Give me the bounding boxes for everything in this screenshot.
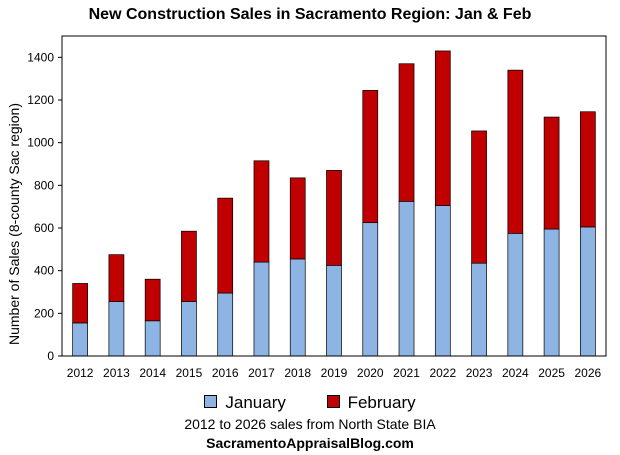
x-tick-label: 2019 <box>321 366 348 380</box>
x-tick-label: 2015 <box>176 366 203 380</box>
x-tick-label: 2025 <box>538 366 565 380</box>
y-tick-label: 200 <box>34 306 54 320</box>
bar-january-2015 <box>181 301 197 357</box>
bar-january-2016 <box>217 292 234 357</box>
legend-item-february: February <box>326 393 416 413</box>
source-note: 2012 to 2026 sales from North State BIA <box>184 416 436 432</box>
bar-february-2019 <box>326 170 342 266</box>
x-tick-label: 2017 <box>248 366 275 380</box>
bar-january-2022 <box>434 205 451 357</box>
legend-label-february: February <box>347 393 416 412</box>
y-axis-label: Number of Sales (8-county Sac region) <box>6 103 22 345</box>
bar-january-2025 <box>543 228 560 357</box>
y-tick-label: 1200 <box>27 93 54 107</box>
bar-february-2017 <box>253 160 270 263</box>
bar-february-2020 <box>362 90 379 224</box>
bar-january-2023 <box>471 262 487 357</box>
legend-item-january: January <box>204 393 286 413</box>
chart-title: New Construction Sales in Sacramento Reg… <box>88 6 532 23</box>
x-tick-label: 2016 <box>212 366 239 380</box>
bar-february-2025 <box>543 116 560 230</box>
bar-january-2018 <box>289 258 306 357</box>
bar-february-2022 <box>434 50 451 206</box>
bar-february-2015 <box>181 230 197 302</box>
bar-january-2014 <box>144 320 161 357</box>
bar-february-2016 <box>217 197 234 294</box>
y-tick-label: 1400 <box>27 50 54 64</box>
bar-february-2021 <box>398 63 415 202</box>
bar-january-2024 <box>507 232 524 357</box>
bar-february-2018 <box>289 177 306 260</box>
x-tick-label: 2020 <box>357 366 384 380</box>
x-tick-label: 2021 <box>393 366 420 380</box>
legend: January February <box>0 393 620 413</box>
bar-january-2021 <box>398 200 415 357</box>
legend-label-january: January <box>225 393 286 412</box>
bar-january-2013 <box>108 301 125 357</box>
x-tick-label: 2022 <box>429 366 456 380</box>
bar-january-2026 <box>580 226 596 357</box>
plot-frame <box>61 35 607 357</box>
y-tick-label: 600 <box>34 221 54 235</box>
legend-swatch-february <box>326 395 340 408</box>
bar-february-2026 <box>580 111 596 228</box>
x-tick-label: 2014 <box>139 366 166 380</box>
legend-swatch-january <box>204 395 218 408</box>
bar-february-2013 <box>108 254 125 302</box>
x-tick-label: 2013 <box>103 366 130 380</box>
bar-february-2014 <box>144 278 161 322</box>
bar-february-2024 <box>507 69 524 234</box>
bar-february-2023 <box>471 130 487 264</box>
y-tick-label: 400 <box>34 264 54 278</box>
y-tick-label: 0 <box>47 349 54 363</box>
x-tick-label: 2026 <box>575 366 602 380</box>
bar-january-2019 <box>326 264 342 357</box>
bar-january-2020 <box>362 222 379 357</box>
bar-january-2012 <box>72 322 88 357</box>
bar-january-2017 <box>253 261 270 357</box>
x-tick-label: 2018 <box>284 366 311 380</box>
x-tick-label: 2023 <box>466 366 493 380</box>
bar-february-2012 <box>72 283 88 324</box>
x-tick-label: 2024 <box>502 366 529 380</box>
y-tick-label: 1000 <box>27 136 54 150</box>
y-tick-label: 800 <box>34 178 54 192</box>
x-tick-label: 2012 <box>67 366 94 380</box>
site-name: SacramentoAppraisalBlog.com <box>206 435 414 451</box>
